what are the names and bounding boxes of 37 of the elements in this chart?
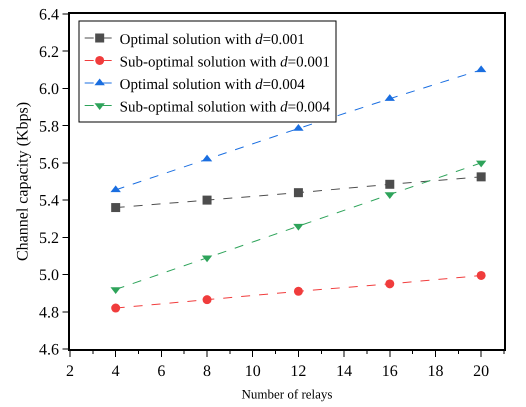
point (202, 295, 212, 304)
x-tick-label: 4 (112, 362, 120, 380)
point (294, 188, 303, 198)
x-tick-label: 12 (290, 362, 306, 380)
legend-label: Optimal solution with d=0.001 (120, 32, 305, 48)
point (385, 279, 394, 288)
legend-label: Optimal solution with d=0.004 (120, 76, 306, 93)
x-tick-label: 16 (382, 362, 398, 380)
y-tick-label: 5.2 (39, 230, 60, 247)
point (111, 304, 120, 313)
legend-label: Sub-optimal solution with d=0.001 (120, 54, 330, 70)
legend-label: Sub-optimal solution with d=0.004 (120, 99, 330, 116)
y-tick-label: 4.8 (39, 304, 60, 322)
x-tick-label: 10 (244, 362, 261, 380)
x-tick-label: 8 (203, 362, 212, 380)
point (294, 286, 303, 296)
point (384, 192, 395, 200)
x-tick-label: 18 (427, 362, 444, 380)
y-tick-label: 5.4 (39, 192, 60, 210)
point (202, 196, 212, 205)
point (111, 203, 120, 212)
y-tick-label: 6.2 (39, 44, 60, 61)
y-tick-label: 6.4 (39, 6, 60, 24)
y-tick-label: 5.8 (39, 118, 60, 136)
y-tick-label: 5.0 (39, 267, 60, 284)
y-tick-label: 5.6 (39, 155, 60, 172)
y-tick-label: 4.6 (39, 342, 60, 359)
x-tick-label: 14 (336, 362, 352, 380)
y-tick-label: 6.0 (39, 81, 60, 98)
x-tick-label: 2 (66, 362, 74, 380)
point (385, 180, 394, 189)
x-axis-title: Number of relays (242, 386, 332, 402)
x-tick-label: 6 (157, 362, 166, 380)
x-tick-label: 20 (473, 362, 490, 380)
point (476, 172, 486, 182)
y-axis-title: Channel capacity (Kbps) (14, 102, 32, 262)
point (476, 270, 486, 280)
